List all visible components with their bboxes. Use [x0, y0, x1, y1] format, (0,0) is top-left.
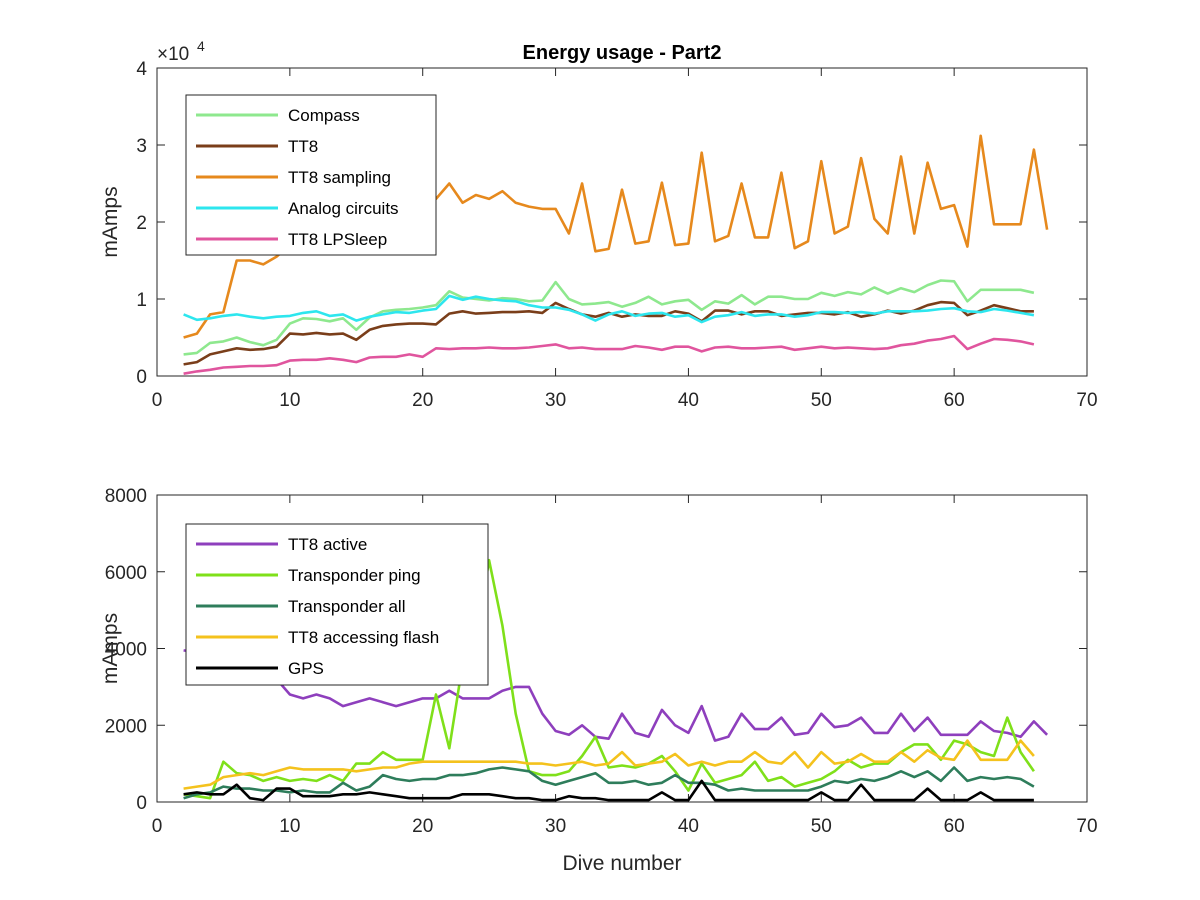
y-axis-label: mAmps	[99, 186, 122, 257]
series-line-tt8-active	[183, 649, 1049, 742]
legend-label: TT8 accessing flash	[288, 628, 439, 647]
legend-label: TT8	[288, 137, 318, 156]
y-exponent-power: 4	[197, 38, 205, 54]
x-tick-label: 30	[545, 390, 566, 411]
y-tick-label: 8000	[105, 486, 147, 507]
x-tick-label: 40	[678, 816, 699, 837]
x-tick-label: 20	[412, 816, 433, 837]
x-tick-label: 40	[678, 390, 699, 411]
x-tick-label: 10	[279, 390, 300, 411]
legend: TT8 active Transponder ping Transponder al…	[185, 523, 489, 686]
x-tick-label: 70	[1076, 390, 1097, 411]
x-tick-label: 0	[152, 390, 163, 411]
legend-label: TT8 active	[288, 535, 367, 554]
series-line-analog-circuits	[183, 294, 1035, 324]
series-line-gps	[183, 779, 1034, 802]
top-chart-panel: 0 10 20 30 40 50 60 70 0 1 2 3 4 ×10 4 Energy usage - P…	[99, 38, 1098, 411]
legend-label: GPS	[288, 659, 324, 678]
y-tick-label: 2000	[105, 716, 147, 737]
x-tick-label: 50	[811, 390, 832, 411]
x-tick-label: 60	[944, 390, 965, 411]
series-line-compass	[183, 279, 1035, 356]
legend-label: Transponder ping	[288, 566, 421, 585]
x-tick-label: 30	[545, 816, 566, 837]
legend-label: Transponder all	[288, 597, 406, 616]
legend-label: TT8 sampling	[288, 168, 391, 187]
y-exponent-label: ×10	[157, 44, 189, 65]
series-line-tt8-accessing-flash	[183, 739, 1035, 790]
x-axis-label: Dive number	[562, 852, 681, 875]
y-tick-label: 4000	[105, 640, 147, 661]
x-tick-label: 50	[811, 816, 832, 837]
x-tick-label: 70	[1076, 816, 1097, 837]
legend-label: Analog circuits	[288, 199, 399, 218]
series-line-transponder-all	[183, 766, 1035, 800]
y-tick-label: 6000	[105, 563, 147, 584]
legend: Compass TT8 TT8 sampling Analog circuits TT8…	[185, 94, 437, 256]
series-line-tt8-lpsleep	[183, 334, 1035, 375]
x-tick-label: 0	[152, 816, 163, 837]
y-tick-label: 3	[136, 136, 147, 157]
x-tick-label: 10	[279, 816, 300, 837]
y-tick-label: 0	[136, 367, 147, 388]
y-tick-label: 0	[136, 793, 147, 814]
y-tick-label: 4	[136, 59, 147, 80]
y-tick-label: 1	[136, 290, 147, 311]
legend-box	[185, 94, 437, 256]
x-tick-label: 20	[412, 390, 433, 411]
legend-label: Compass	[288, 106, 360, 125]
legend-label: TT8 LPSleep	[288, 230, 387, 249]
y-axis-label: mAmps	[99, 613, 122, 684]
x-tick-label: 60	[944, 816, 965, 837]
y-tick-label: 2	[136, 213, 147, 234]
bottom-chart-panel: 0 10 20 30 40 50 60 70 0 2000 4000 6000 8000 mAmps Div…	[99, 486, 1098, 875]
chart-title: Energy usage - Part2	[523, 42, 722, 64]
